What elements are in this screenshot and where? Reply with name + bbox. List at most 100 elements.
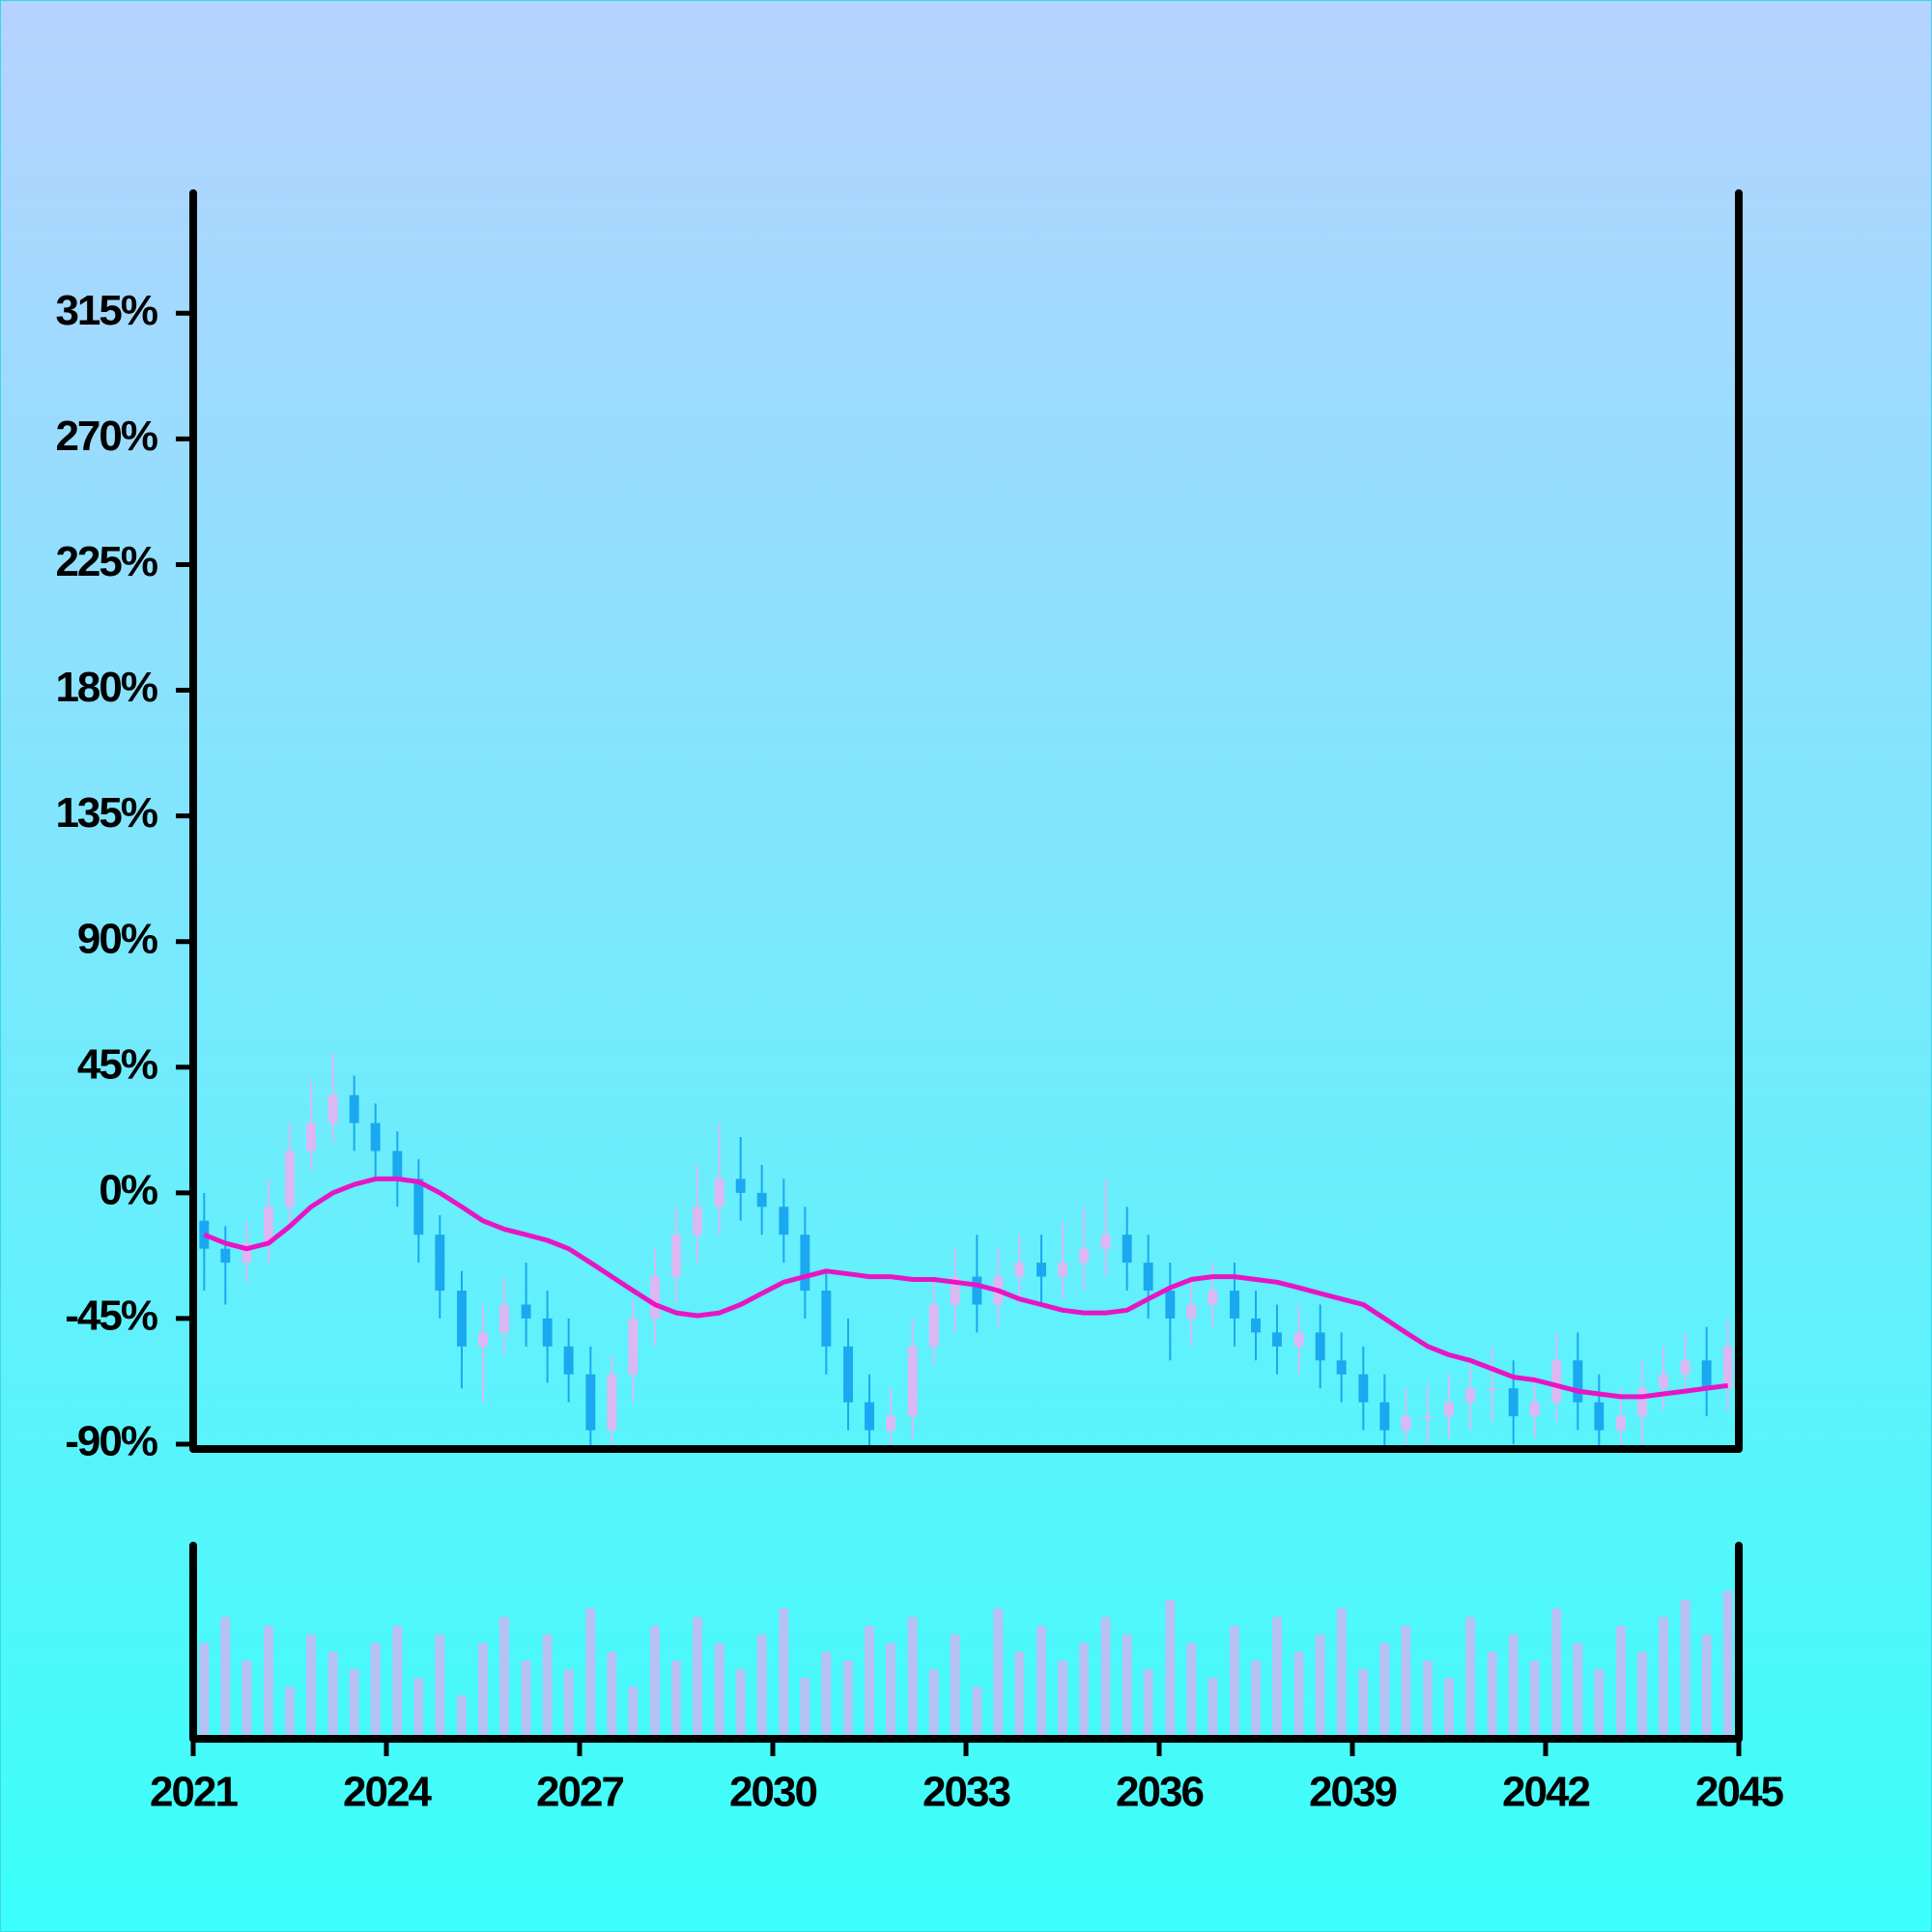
candle-body: [1401, 1416, 1411, 1431]
volume-bar: [1272, 1617, 1282, 1736]
volume-bar: [1293, 1652, 1304, 1736]
volume-bar: [1336, 1608, 1347, 1736]
axes: -90% -45% 0% 45% 90% 135% 180% 225% 270% 315% 2021…: [55, 189, 1785, 1816]
candle-body: [327, 1094, 338, 1123]
y-tick-label: 45%: [77, 1040, 157, 1088]
candle-body: [1508, 1388, 1519, 1417]
candle-body: [499, 1304, 509, 1333]
candle-body: [1122, 1235, 1132, 1264]
volume-bar: [1637, 1652, 1647, 1736]
candle-body: [1079, 1248, 1089, 1264]
candle-body: [1594, 1402, 1605, 1431]
candle-body: [1143, 1263, 1153, 1292]
volume-bar: [1165, 1600, 1176, 1736]
candle-body: [242, 1242, 252, 1264]
volume-bar: [628, 1687, 639, 1736]
moving-average-line: [203, 1176, 1729, 1400]
volume-bar: [607, 1652, 617, 1736]
volume-bar: [1594, 1669, 1605, 1736]
volume-bar: [1487, 1652, 1497, 1736]
candle-body: [800, 1235, 810, 1292]
candle-body: [220, 1248, 231, 1264]
volume-bar: [242, 1661, 252, 1736]
x-tick-label: 2033: [923, 1769, 1009, 1816]
candle-body: [285, 1151, 295, 1208]
candle-body: [413, 1179, 424, 1236]
volume-bar: [478, 1643, 488, 1736]
volume-bar: [1058, 1661, 1067, 1736]
candle-body: [1186, 1304, 1197, 1319]
candle-body: [1659, 1374, 1668, 1389]
volume-bar: [327, 1652, 338, 1736]
candle-body: [306, 1122, 316, 1151]
volume-bar: [714, 1643, 724, 1736]
volume-bar: [349, 1669, 359, 1736]
volume-bar: [264, 1626, 273, 1736]
candle-body: [585, 1374, 596, 1431]
volume-bar: [993, 1608, 1004, 1736]
candle-body: [1165, 1291, 1176, 1319]
volume-bar: [521, 1661, 531, 1736]
volume-bar: [199, 1643, 210, 1736]
candle-body: [1487, 1388, 1497, 1391]
volume-bar: [1508, 1634, 1519, 1736]
volume-bar: [1230, 1626, 1239, 1736]
candle-body: [1465, 1388, 1475, 1403]
volume-bar: [650, 1626, 660, 1736]
candle-body: [1272, 1332, 1282, 1347]
volume-bar: [693, 1617, 702, 1736]
volume-bar: [1143, 1669, 1153, 1736]
volume-bar: [370, 1643, 381, 1736]
candle-body: [1014, 1263, 1025, 1277]
volume-bar: [671, 1661, 681, 1736]
volume-bar: [1616, 1626, 1626, 1736]
volume-bar: [1401, 1626, 1411, 1736]
volume-bar: [886, 1643, 895, 1736]
candle-body: [756, 1192, 767, 1208]
candle-body: [370, 1122, 381, 1151]
y-tick-label: 0%: [99, 1166, 156, 1213]
x-tick-label: 2027: [536, 1769, 623, 1816]
volume-bar: [1423, 1661, 1433, 1736]
candle-body: [478, 1332, 488, 1347]
candle-body: [1551, 1360, 1562, 1403]
volume-bar: [285, 1687, 295, 1736]
candle-body: [650, 1276, 660, 1319]
volume-bar: [1014, 1652, 1025, 1736]
volume-bar: [972, 1687, 982, 1736]
volume-bar: [865, 1626, 874, 1736]
candle-body: [264, 1207, 273, 1243]
candle-body: [1616, 1416, 1626, 1431]
candle-body: [714, 1179, 724, 1208]
volume-bar: [1379, 1643, 1390, 1736]
volume-bar: [585, 1608, 596, 1736]
y-tick-label: 270%: [55, 412, 156, 460]
candle-body: [735, 1179, 746, 1193]
candle-body: [1680, 1360, 1690, 1375]
volume-bar: [1358, 1669, 1369, 1736]
candle-body: [1358, 1374, 1369, 1403]
volume-bar: [1208, 1678, 1218, 1736]
candle-body: [950, 1276, 960, 1305]
y-tick-label: 135%: [55, 789, 156, 837]
candle-body: [1573, 1360, 1583, 1403]
candle-body: [1100, 1235, 1111, 1249]
volume-bar: [413, 1678, 424, 1736]
candle-body: [1208, 1291, 1218, 1305]
y-tick-label: 90%: [77, 915, 157, 962]
candle-body: [542, 1318, 553, 1347]
candle-body: [1529, 1402, 1540, 1417]
candle-body: [1230, 1291, 1239, 1319]
volume-bar: [1551, 1608, 1562, 1736]
candle-body: [1722, 1346, 1733, 1389]
volume-bar: [1122, 1634, 1132, 1736]
candle-body: [1423, 1416, 1433, 1419]
candle-body: [693, 1207, 702, 1236]
volume-bar: [843, 1661, 853, 1736]
candle-body: [457, 1291, 467, 1347]
candle-body: [435, 1235, 445, 1292]
y-tick-label: -90%: [65, 1418, 157, 1465]
